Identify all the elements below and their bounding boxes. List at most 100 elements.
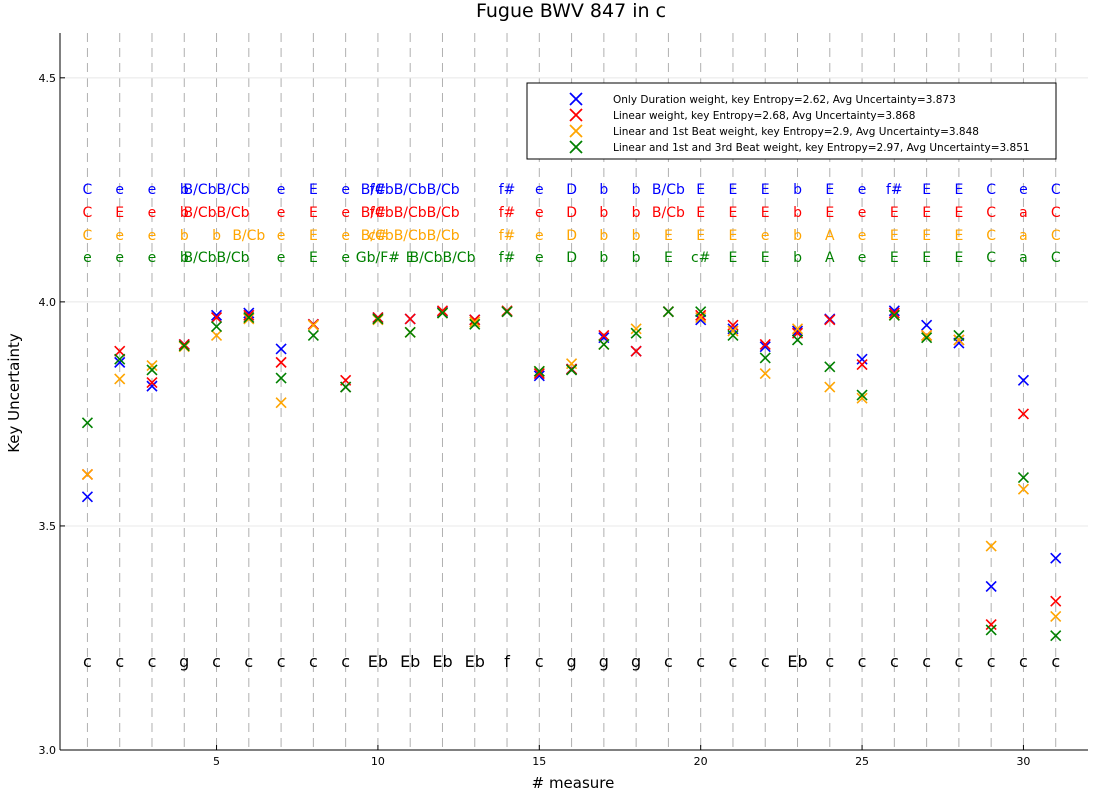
legend-marker-stroke — [569, 108, 583, 122]
key-label: b — [793, 250, 802, 266]
legend-marker — [569, 124, 583, 138]
key-label: B/CbB/Cb — [184, 205, 250, 221]
ground-truth-key-label: c — [987, 652, 996, 671]
data-point — [340, 381, 352, 393]
data-point — [469, 318, 481, 330]
key-label: E — [406, 250, 415, 266]
data-point — [791, 323, 804, 335]
data-point-stroke — [372, 311, 384, 324]
key-label: C — [83, 228, 93, 244]
ground-truth-key-label: c — [1051, 652, 1060, 671]
data-point-stroke — [727, 325, 739, 337]
data-point-stroke — [985, 580, 997, 593]
data-point-stroke — [759, 352, 771, 364]
data-point-stroke — [146, 364, 158, 376]
key-label: E — [696, 182, 705, 198]
data-point-stroke — [727, 329, 739, 342]
data-point — [1017, 374, 1030, 386]
key-label: B/Cb — [232, 228, 265, 244]
key-label: E — [922, 250, 931, 266]
data-point — [81, 468, 94, 480]
data-point-stroke — [178, 340, 190, 352]
y-tick-label: 3.0 — [39, 744, 57, 757]
data-point — [921, 319, 933, 331]
key-label: E — [729, 182, 738, 198]
legend-marker-stroke — [569, 140, 583, 154]
data-point-stroke — [1017, 483, 1030, 495]
key-label: b — [632, 182, 641, 198]
data-point — [275, 356, 287, 368]
key-label: e — [115, 250, 124, 266]
data-point-stroke — [114, 373, 126, 385]
data-point-stroke — [307, 329, 319, 342]
data-point-stroke — [307, 319, 319, 331]
key-label: C — [1051, 182, 1061, 198]
ground-truth-key-label: g — [179, 652, 189, 671]
key-label: C — [986, 182, 996, 198]
data-point-stroke — [566, 364, 578, 376]
data-point — [436, 305, 449, 317]
data-point-stroke — [824, 361, 836, 373]
key-label: e — [858, 205, 867, 221]
key-label: e — [341, 182, 350, 198]
data-point — [856, 359, 868, 371]
key-label: e — [1019, 182, 1028, 198]
key-label: f# — [886, 182, 903, 198]
key-label: e — [277, 205, 286, 221]
key-label: b — [180, 182, 189, 198]
data-point — [533, 365, 545, 377]
data-point-stroke — [598, 329, 610, 342]
data-point-stroke — [243, 309, 255, 321]
data-point-stroke — [824, 381, 836, 393]
data-point — [598, 338, 610, 351]
data-points — [81, 305, 1062, 642]
data-point — [210, 309, 223, 321]
data-point-stroke — [1017, 471, 1030, 484]
data-point — [1017, 408, 1030, 420]
data-point — [953, 334, 965, 346]
key-label: f# — [499, 228, 516, 244]
key-label: E — [890, 205, 899, 221]
y-tick-label: 4.0 — [39, 296, 57, 309]
data-point — [501, 306, 513, 318]
data-point — [856, 389, 868, 401]
data-point-stroke — [533, 365, 545, 377]
key-label: E — [954, 205, 963, 221]
legend-entry: Only Duration weight, key Entropy=2.62, … — [613, 94, 956, 106]
data-point-stroke — [1017, 408, 1030, 420]
data-point-stroke — [275, 343, 287, 355]
data-point — [404, 326, 416, 338]
data-point — [533, 368, 545, 380]
data-point-stroke — [953, 334, 965, 346]
data-point-stroke — [114, 345, 126, 357]
key-label: e — [148, 228, 157, 244]
x-axis-label: # measure — [532, 774, 615, 792]
key-label: B/CbB/Cb — [184, 250, 250, 266]
legend-entry: Linear and 1st and 3rd Beat weight, key … — [613, 142, 1030, 154]
data-point — [372, 313, 384, 325]
key-label: C — [83, 205, 93, 221]
key-label: e — [277, 182, 286, 198]
data-point-stroke — [856, 389, 868, 401]
data-point — [1050, 552, 1062, 564]
ground-truth-key-labels: c c c g c c c c c Eb Eb Eb Eb f c g g g c c c c Eb c c c c c c c c — [83, 652, 1060, 671]
key-label: E — [729, 228, 738, 244]
key-label: D — [566, 182, 577, 198]
data-point-stroke — [791, 334, 804, 346]
y-tick-label: 4.5 — [39, 72, 57, 85]
data-point — [759, 338, 771, 351]
key-label: E — [954, 250, 963, 266]
key-label: b — [793, 182, 802, 198]
key-label: b — [180, 250, 189, 266]
data-point-stroke — [146, 359, 158, 372]
ground-truth-key-label: g — [631, 652, 641, 671]
ground-truth-key-label: g — [599, 652, 609, 671]
key-label: A — [825, 228, 835, 244]
data-point — [824, 361, 836, 373]
data-point — [759, 352, 771, 364]
key-label: E — [309, 182, 318, 198]
data-point — [727, 329, 739, 342]
data-point-stroke — [146, 376, 158, 389]
key-label: b — [599, 228, 608, 244]
